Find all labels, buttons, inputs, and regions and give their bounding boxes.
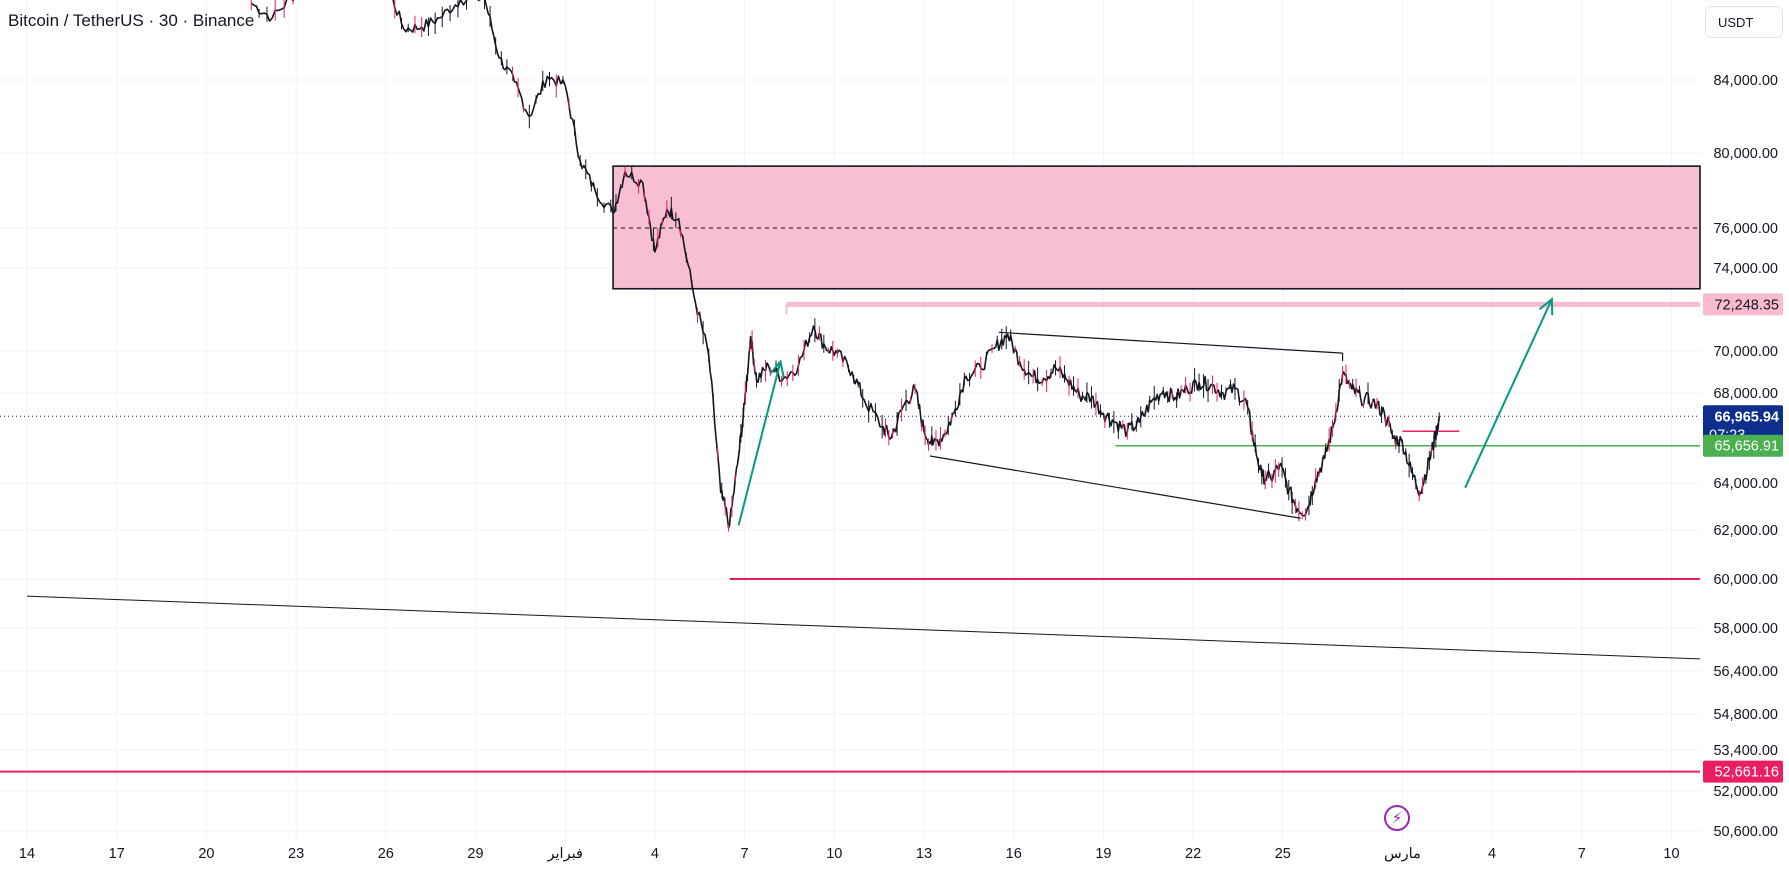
y-tick-label: 76,000.00 bbox=[1713, 221, 1778, 237]
x-tick-label: 25 bbox=[1275, 846, 1291, 862]
currency-button[interactable]: USDT bbox=[1705, 6, 1783, 38]
wedge-upper-line bbox=[998, 331, 1343, 354]
arrow-left-head bbox=[769, 359, 785, 378]
y-tick-label: 58,000.00 bbox=[1713, 621, 1778, 637]
arrow-left-shaft bbox=[737, 361, 782, 526]
wedge-lower-line bbox=[929, 455, 1301, 519]
x-tick-label: 7 bbox=[1578, 846, 1586, 862]
x-tick-label: 17 bbox=[109, 846, 125, 862]
price-tags: 72,248.3566,965.9407:2365,656.9152,661.1… bbox=[1703, 293, 1783, 783]
x-tick-label: فبراير bbox=[547, 846, 583, 862]
y-tick-label: 84,000.00 bbox=[1713, 73, 1778, 89]
bottom-price-tag: 52,661.16 bbox=[1714, 765, 1779, 781]
y-tick-label: 56,400.00 bbox=[1713, 664, 1778, 680]
long-trend-line bbox=[26, 595, 1701, 660]
y-tick-label: 74,000.00 bbox=[1713, 261, 1778, 277]
y-tick-label: 60,000.00 bbox=[1713, 572, 1778, 588]
x-tick-label: 7 bbox=[741, 846, 749, 862]
y-tick-label: 54,800.00 bbox=[1713, 707, 1778, 723]
y-tick-label: 62,000.00 bbox=[1713, 523, 1778, 539]
y-tick-label: 70,000.00 bbox=[1713, 344, 1778, 360]
x-tick-label: 16 bbox=[1006, 846, 1022, 862]
x-tick-label: 10 bbox=[826, 846, 842, 862]
x-tick-label: 4 bbox=[651, 846, 659, 862]
y-tick-label: 68,000.00 bbox=[1713, 386, 1778, 402]
x-tick-label: 20 bbox=[198, 846, 214, 862]
x-tick-label: 10 bbox=[1663, 846, 1679, 862]
x-tick-label: 26 bbox=[378, 846, 394, 862]
lightning-icon[interactable]: ⚡ bbox=[1384, 805, 1410, 831]
symbol-title[interactable]: Bitcoin / TetherUS · 30 · Binance bbox=[8, 11, 255, 30]
x-tick-label: 29 bbox=[467, 846, 483, 862]
chart-grid bbox=[0, 0, 1700, 840]
price-line bbox=[250, 0, 1441, 529]
y-tick-label: 52,000.00 bbox=[1713, 784, 1778, 800]
last-price-tag: 66,965.94 bbox=[1714, 409, 1779, 425]
time-axis[interactable]: 14 17 20 23 26 29 فبراير 4 7 10 13 16 19 22 25 مارس 4 7 10 bbox=[19, 846, 1680, 862]
annotations-front bbox=[737, 297, 1554, 526]
y-tick-label: 53,400.00 bbox=[1713, 743, 1778, 759]
x-tick-label: 23 bbox=[288, 846, 304, 862]
supply-zone bbox=[612, 165, 1701, 290]
x-tick-label: 19 bbox=[1095, 846, 1111, 862]
bottom-price-tag-bg bbox=[1703, 760, 1783, 783]
x-tick-label: 13 bbox=[916, 846, 932, 862]
x-tick-label: 22 bbox=[1185, 846, 1201, 862]
y-tick-label: 64,000.00 bbox=[1713, 476, 1778, 492]
x-tick-label: مارس bbox=[1384, 846, 1421, 862]
arrow-right-shaft bbox=[1464, 298, 1553, 489]
resistance-price-tag: 72,248.35 bbox=[1714, 297, 1779, 313]
y-tick-label: 50,600.00 bbox=[1713, 824, 1778, 840]
resistance-price-tag-bg bbox=[1703, 293, 1783, 316]
price-axis[interactable]: 84,000.00 80,000.00 76,000.00 74,000.00 70,0… bbox=[1713, 73, 1778, 840]
support-price-tag-bg bbox=[1703, 434, 1783, 457]
annotations-back bbox=[0, 165, 1701, 773]
x-tick-label: 14 bbox=[19, 846, 35, 862]
x-tick-label: 4 bbox=[1488, 846, 1496, 862]
y-tick-label: 80,000.00 bbox=[1713, 146, 1778, 162]
arrow-right-head bbox=[1538, 297, 1554, 316]
support-price-tag: 65,656.91 bbox=[1714, 439, 1779, 455]
price-series bbox=[250, 0, 1441, 532]
